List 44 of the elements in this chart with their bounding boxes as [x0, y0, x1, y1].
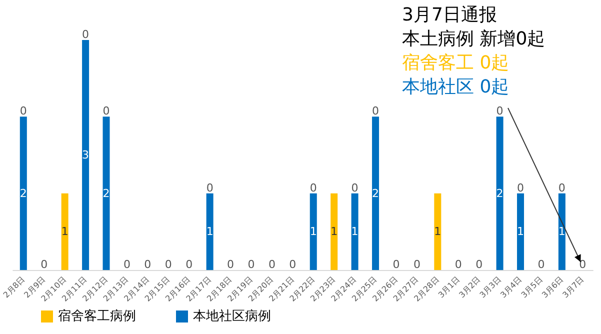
data-label: 2: [372, 186, 380, 200]
data-label: 0: [227, 258, 234, 271]
data-label: 0: [392, 258, 400, 271]
data-label: 0: [517, 181, 524, 194]
data-label: 1: [310, 225, 317, 238]
data-label: 1: [206, 225, 214, 238]
text: 3月7日通报: [402, 4, 497, 26]
data-label: 1: [558, 225, 566, 238]
data-label: 2: [102, 186, 110, 200]
data-label: 1: [351, 225, 358, 238]
data-label: 0: [454, 258, 462, 271]
data-label: 0: [476, 258, 483, 271]
data-label: 1: [330, 225, 338, 238]
data-label: 0: [413, 258, 420, 271]
annotation: 本地社区 0起: [402, 76, 510, 98]
annotation: 宿舍客工 0起: [402, 52, 510, 74]
data-label: 0: [558, 181, 566, 194]
data-label: 0: [20, 104, 27, 118]
data-label: 0: [82, 28, 90, 41]
data-label: 2: [20, 186, 27, 200]
data-label: 0: [268, 258, 276, 271]
data-label: 1: [517, 225, 524, 238]
data-label: 3: [82, 148, 90, 162]
annotation: 本土病例 新增0起: [402, 28, 546, 50]
data-label: 0: [351, 181, 358, 194]
data-label: 0: [206, 181, 214, 194]
data-label: 0: [40, 258, 48, 271]
data-label: 0: [144, 258, 152, 271]
data-label: 2: [496, 186, 504, 200]
data-label: 0: [538, 258, 545, 271]
data-label: 0: [102, 104, 110, 118]
data-label: 0: [289, 258, 296, 271]
legend-label: 宿舍客工病例: [58, 308, 136, 324]
data-label: 0: [248, 258, 255, 271]
legend-label: 本地社区病例: [193, 309, 271, 324]
data-label: 0: [164, 258, 172, 271]
data-label: 1: [61, 225, 68, 238]
data-label: 0: [579, 258, 586, 271]
data-label: 1: [434, 225, 442, 238]
data-label: 0: [310, 181, 317, 194]
data-label: 0: [372, 104, 380, 118]
data-label: 0: [496, 104, 504, 118]
data-label: 0: [186, 258, 193, 271]
data-label: 0: [123, 258, 130, 271]
